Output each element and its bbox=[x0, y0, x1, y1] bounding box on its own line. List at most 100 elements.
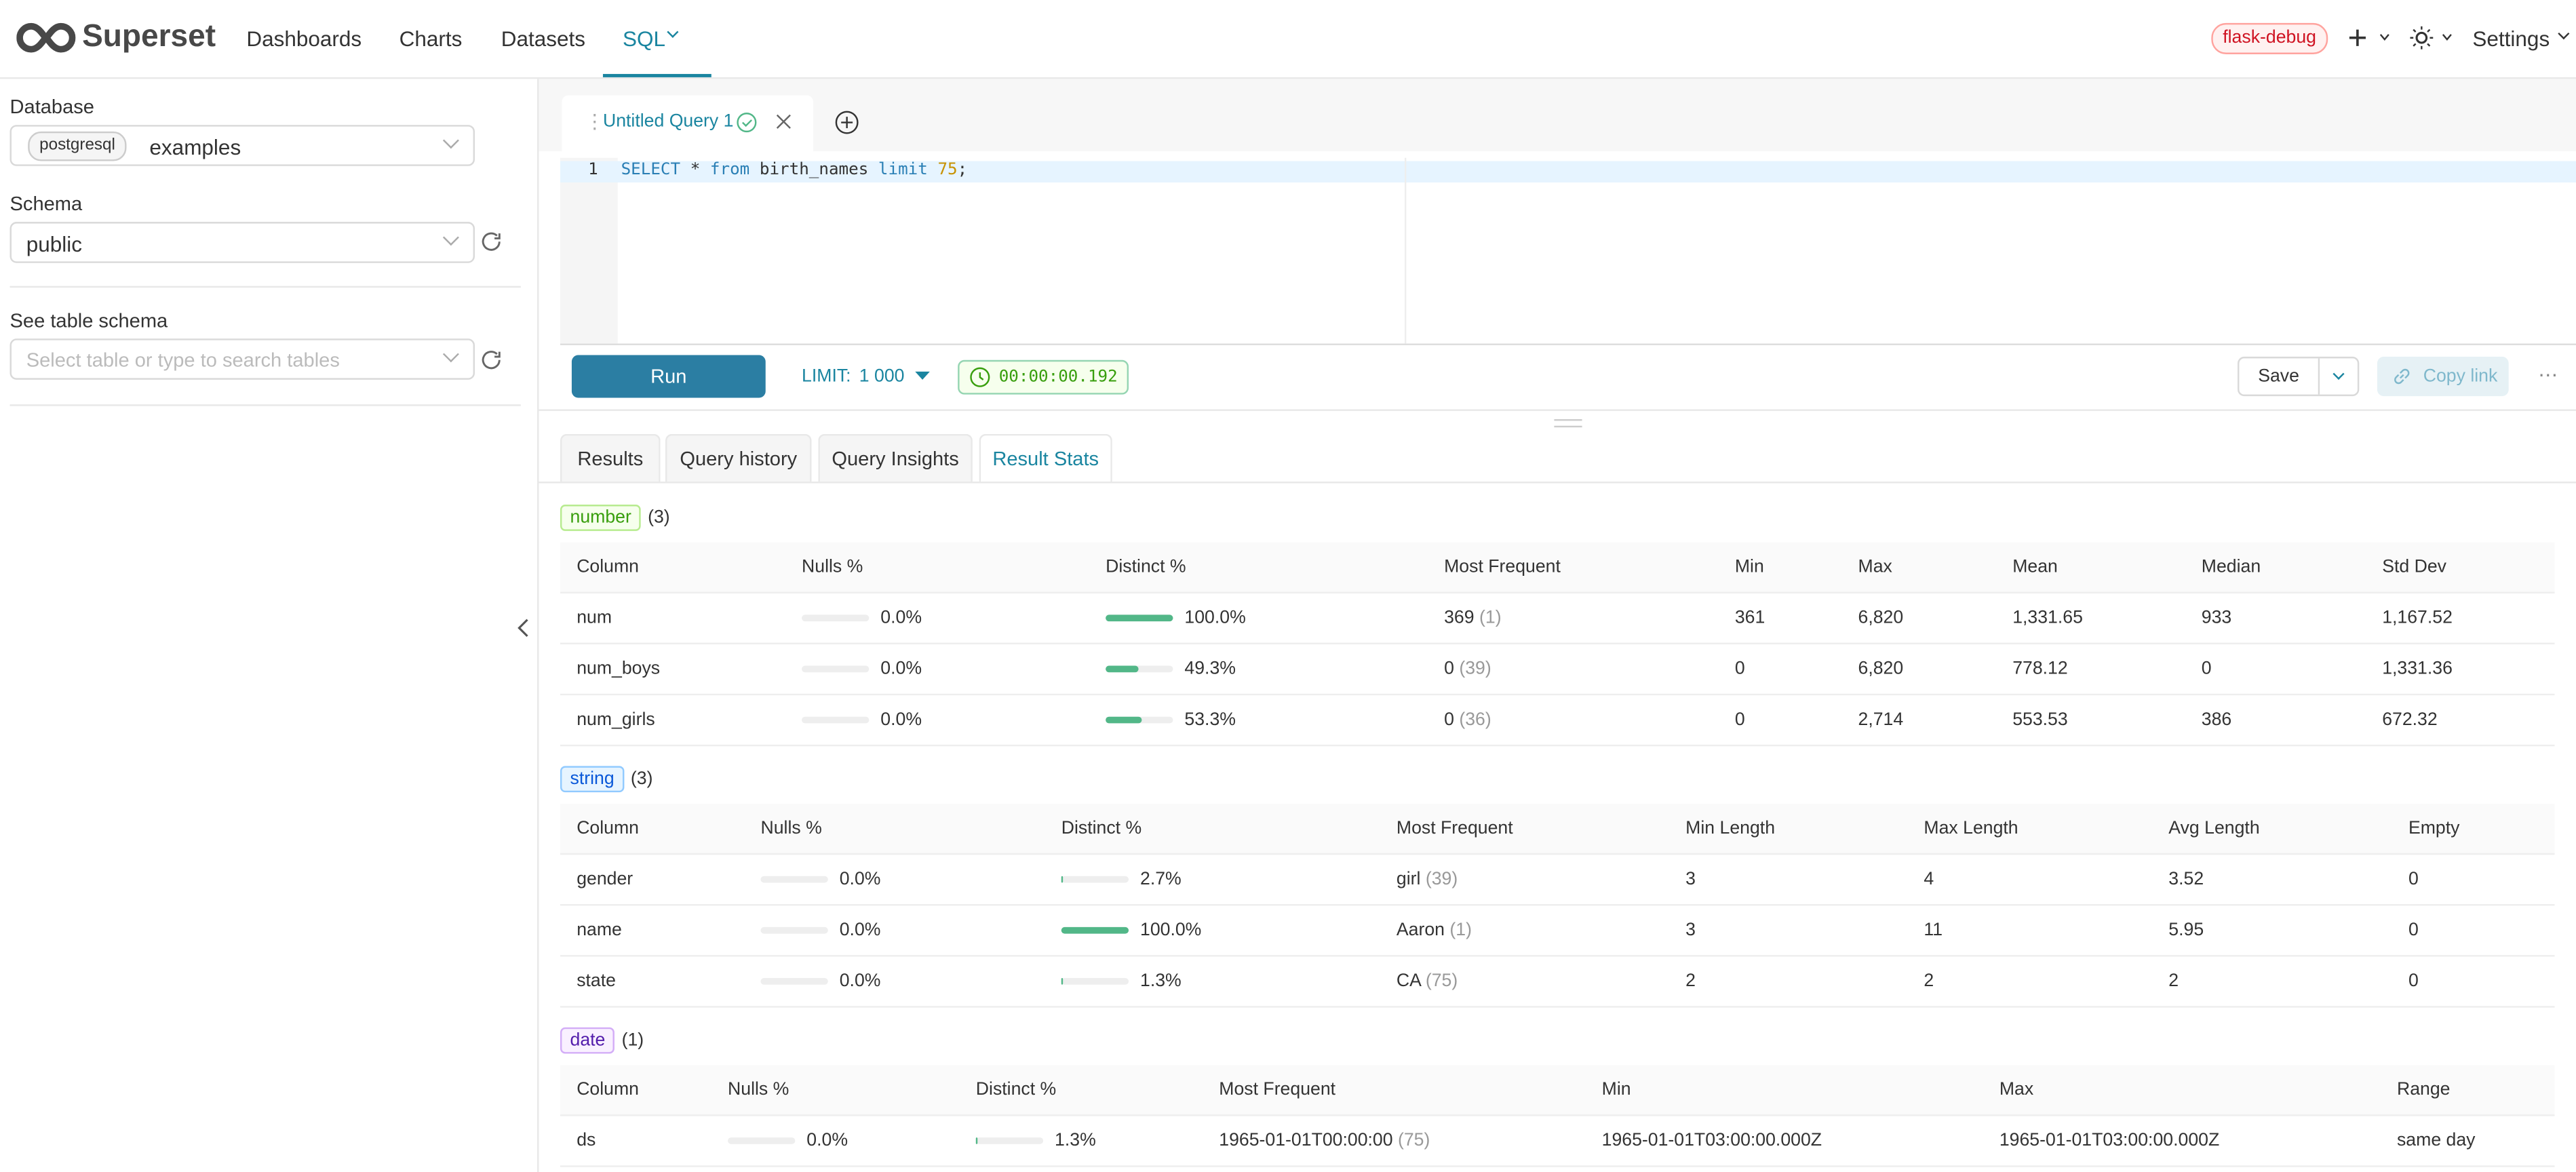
select-value: examples bbox=[149, 135, 241, 159]
cell: ds bbox=[577, 1131, 728, 1150]
cell: 0 bbox=[2408, 870, 2555, 889]
divider bbox=[539, 482, 2576, 483]
limit-caret[interactable] bbox=[915, 372, 931, 382]
cell: 6,820 bbox=[1858, 659, 2013, 679]
bar-track bbox=[1106, 717, 1173, 724]
settings-menu[interactable]: Settings bbox=[2472, 26, 2550, 51]
divider bbox=[2318, 358, 2320, 394]
cell: gender bbox=[577, 870, 760, 889]
run-button[interactable]: Run bbox=[572, 355, 766, 397]
limit-value[interactable]: 1 000 bbox=[859, 366, 905, 386]
frequent-count: (39) bbox=[1459, 659, 1491, 679]
cell: 0 (36) bbox=[1444, 710, 1735, 730]
query-tab[interactable]: ⋮ Untitled Query 1 bbox=[562, 96, 813, 151]
add-tab[interactable] bbox=[834, 110, 859, 134]
cell: CA (75) bbox=[1397, 971, 1685, 991]
cell: 100.0% bbox=[1061, 920, 1397, 940]
result-tab[interactable]: Query Insights bbox=[818, 434, 973, 482]
cell: 0.0% bbox=[728, 1131, 976, 1150]
column-header: Most Frequent bbox=[1444, 558, 1735, 577]
copy-link-button[interactable]: Copy link bbox=[2377, 357, 2509, 396]
type-count: (3) bbox=[648, 508, 670, 528]
nav-item[interactable]: Dashboards bbox=[246, 26, 362, 51]
nav-item[interactable]: Datasets bbox=[501, 26, 585, 51]
cell: girl (39) bbox=[1397, 870, 1685, 889]
frequent-count: (1) bbox=[1479, 608, 1502, 628]
refresh-button[interactable] bbox=[480, 230, 503, 253]
column-header: Column bbox=[577, 558, 802, 577]
bar-label: 2.7% bbox=[1140, 870, 1182, 889]
cell: 778.12 bbox=[2012, 659, 2202, 679]
cell: 0.0% bbox=[802, 710, 1106, 730]
column-header: Empty bbox=[2408, 819, 2555, 838]
bar-label: 49.3% bbox=[1184, 659, 1236, 679]
cell: 5.95 bbox=[2168, 920, 2408, 940]
column-header: Range bbox=[2397, 1080, 2555, 1099]
bar-label: 0.0% bbox=[840, 920, 881, 940]
cell: 672.32 bbox=[2382, 710, 2554, 730]
divider bbox=[539, 409, 2576, 410]
stats-row: name0.0%100.0%Aaron (1)3115.950 bbox=[560, 905, 2555, 956]
column-header: Min Length bbox=[1685, 819, 1924, 838]
refresh-button[interactable] bbox=[480, 349, 503, 372]
timer-value: 00:00:00.192 bbox=[999, 368, 1118, 387]
bar-track bbox=[802, 615, 869, 622]
column-header: Distinct % bbox=[976, 1080, 1219, 1099]
type-tag: date bbox=[560, 1028, 615, 1054]
brand[interactable]: Superset bbox=[82, 20, 216, 56]
database-select[interactable]: postgresql examples bbox=[10, 125, 475, 166]
stats-row: gender0.0%2.7%girl (39)343.520 bbox=[560, 855, 2555, 905]
column-header: Nulls % bbox=[802, 558, 1106, 577]
bar-label: 53.3% bbox=[1184, 710, 1236, 730]
column-header: Most Frequent bbox=[1219, 1080, 1601, 1099]
table-select[interactable]: Select table or type to search tables bbox=[10, 338, 475, 380]
new-menu[interactable] bbox=[2349, 28, 2392, 47]
sql-editor[interactable]: 1 SELECT * from birth_names limit 75; bbox=[560, 158, 2576, 345]
resize-handle[interactable] bbox=[1554, 419, 1582, 427]
save-menu[interactable] bbox=[2333, 368, 2344, 380]
cell: 1,331.36 bbox=[2382, 659, 2554, 679]
cell: 1.3% bbox=[1061, 971, 1397, 991]
sql-token: 75 bbox=[937, 161, 957, 180]
theme-menu[interactable] bbox=[2410, 26, 2456, 50]
cell: 1965-01-01T03:00:00.000Z bbox=[1999, 1131, 2397, 1150]
cell: 0 bbox=[1735, 659, 1858, 679]
bar bbox=[1061, 927, 1129, 934]
caret bbox=[667, 26, 678, 38]
frequent-count: (75) bbox=[1426, 971, 1458, 991]
schema-select[interactable]: public bbox=[10, 222, 475, 263]
cell: 100.0% bbox=[1106, 608, 1444, 628]
frequent-count: (39) bbox=[1426, 870, 1458, 889]
cell: 11 bbox=[1924, 920, 2168, 940]
result-stats: number(3)ColumnNulls %Distinct %Most Fre… bbox=[560, 505, 2555, 1172]
section-head: date(1) bbox=[560, 1028, 2555, 1054]
column-header: Std Dev bbox=[2382, 558, 2554, 577]
result-tab[interactable]: Query history bbox=[665, 434, 812, 482]
bar-label: 100.0% bbox=[1140, 920, 1201, 940]
close-tab[interactable] bbox=[775, 113, 792, 130]
nav-item[interactable]: SQL bbox=[623, 26, 665, 51]
column-header: Distinct % bbox=[1106, 558, 1444, 577]
stats-row: num_boys0.0%49.3%0 (39)06,820778.1201,33… bbox=[560, 644, 2555, 695]
result-tab[interactable]: Result Stats bbox=[979, 434, 1112, 484]
more-menu[interactable]: ⋯ bbox=[2538, 364, 2558, 387]
bar-track bbox=[1061, 978, 1129, 985]
frequent-value: 369 bbox=[1444, 608, 1474, 628]
bar-label: 0.0% bbox=[840, 971, 881, 991]
column-header: Max bbox=[1858, 558, 2013, 577]
bar-track bbox=[1106, 666, 1173, 673]
limit-label[interactable]: LIMIT: bbox=[802, 366, 851, 386]
print-margin bbox=[1405, 158, 1406, 344]
save-button[interactable]: Save bbox=[2239, 366, 2318, 386]
logo-icon[interactable] bbox=[16, 22, 75, 54]
result-tab[interactable]: Results bbox=[560, 434, 661, 482]
column-header: Min bbox=[1602, 1080, 1999, 1099]
cell: 0 bbox=[1735, 710, 1858, 730]
nav-item[interactable]: Charts bbox=[399, 26, 463, 51]
cell: 1965-01-01T00:00:00 (75) bbox=[1219, 1131, 1601, 1150]
field-label: Schema bbox=[10, 193, 83, 216]
frequent-value: CA bbox=[1397, 971, 1421, 991]
collapse-button[interactable] bbox=[513, 614, 536, 641]
